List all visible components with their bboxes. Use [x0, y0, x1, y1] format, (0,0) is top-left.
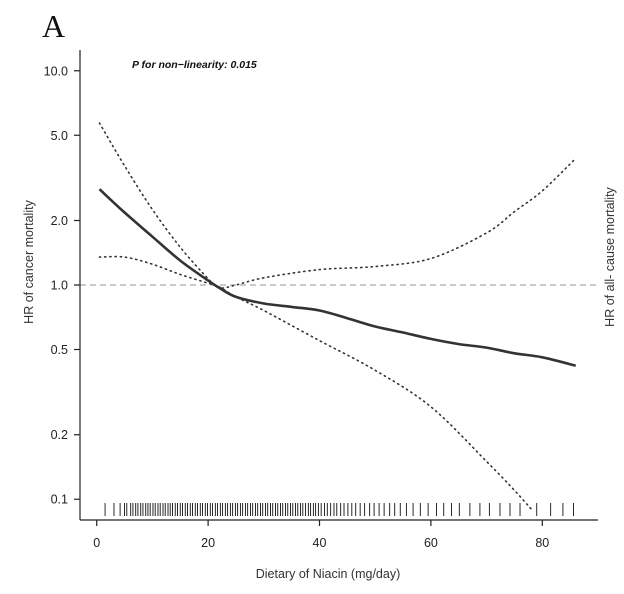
y-tick-label: 0.5	[51, 343, 68, 357]
hr-curve	[98, 188, 577, 367]
y-ticks: 0.1 0.2 0.5 1.0 2.0 5.0 10.0	[44, 64, 80, 507]
x-tick-label: 0	[93, 536, 100, 550]
nonlinearity-annotation: P for non−linearity: 0.015	[132, 59, 257, 71]
y-tick-label: 0.2	[51, 428, 68, 442]
y-tick-label: 0.1	[51, 493, 68, 507]
y-axis-right-title: HR of all- cause mortality	[603, 186, 617, 326]
x-axis-title: Dietary of Niacin (mg/day)	[256, 567, 401, 581]
plot-area	[80, 122, 598, 516]
y-tick-label: 5.0	[51, 129, 68, 143]
x-ticks: 0 20 40 60 80	[93, 520, 549, 550]
series-layer	[98, 122, 577, 510]
y-tick-label: 1.0	[51, 279, 68, 293]
y-tick-label: 2.0	[51, 214, 68, 228]
x-tick-label: 60	[424, 536, 438, 550]
x-tick-label: 80	[535, 536, 549, 550]
y-tick-label: 10.0	[44, 64, 68, 78]
panel-label: A	[42, 8, 65, 44]
x-tick-label: 20	[201, 536, 215, 550]
rug-layer	[104, 503, 574, 516]
x-tick-label: 40	[313, 536, 327, 550]
y-axis-title: HR of cancer mortality	[22, 199, 36, 323]
upper-ci-curve	[98, 122, 577, 289]
lower-ci-curve	[98, 255, 532, 510]
